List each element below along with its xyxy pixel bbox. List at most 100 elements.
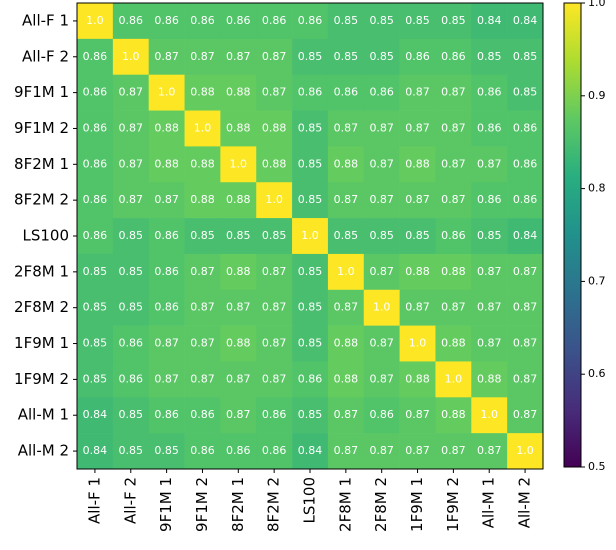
y-tick-label: All-M 2 [18, 442, 69, 460]
heatmap-cell [435, 397, 472, 434]
heatmap-cell [435, 146, 472, 183]
cell-label: 0.87 [262, 50, 287, 63]
heatmap-cell [220, 397, 257, 434]
cell-label: 0.87 [477, 444, 502, 457]
heatmap-cell [471, 74, 508, 111]
cell-label: 0.87 [513, 408, 538, 421]
cell-label: 1.0 [122, 50, 140, 63]
x-tick-label: LS100 [301, 477, 319, 524]
cell-label: 0.86 [190, 14, 215, 27]
cell-label: 1.0 [301, 229, 319, 242]
heatmap-cell [435, 325, 472, 362]
cell-label: 0.87 [190, 50, 215, 63]
cell-label: 0.86 [405, 50, 430, 63]
cell-label: 0.87 [119, 193, 144, 206]
cell-label: 0.88 [226, 86, 251, 99]
cell-label: 0.87 [405, 408, 430, 421]
heatmap-cell [435, 289, 472, 326]
heatmap-cell [220, 110, 257, 147]
cell-label: 0.86 [441, 50, 466, 63]
cell-label: 0.85 [154, 444, 179, 457]
heatmap-cell [399, 397, 436, 434]
heatmap-cell [327, 110, 365, 147]
cell-label: 0.88 [441, 408, 466, 421]
cell-label: 0.87 [513, 301, 538, 314]
heatmap-cell [184, 110, 221, 147]
cell-label: 0.86 [298, 86, 323, 99]
y-tick-label: 1F9M 1 [14, 334, 69, 352]
heatmap-cell [112, 253, 149, 291]
colorbar-tick-label: 0.9 [588, 89, 606, 102]
heatmap-cell [435, 74, 472, 111]
heatmap-cell [220, 361, 257, 398]
cell-label: 0.87 [154, 193, 179, 206]
heatmap-cell [507, 38, 544, 75]
heatmap-cell [112, 38, 149, 75]
cell-label: 0.85 [298, 157, 323, 170]
cell-label: 0.87 [441, 444, 466, 457]
cell-label: 0.86 [190, 408, 215, 421]
cell-label: 0.88 [190, 193, 215, 206]
heatmap-cell [471, 110, 508, 147]
cell-label: 0.86 [83, 229, 108, 242]
cell-label: 0.87 [369, 157, 394, 170]
heatmap-cell [77, 397, 114, 434]
cell-label: 0.87 [226, 50, 251, 63]
cell-label: 0.86 [190, 444, 215, 457]
cell-label: 0.88 [441, 265, 466, 278]
cell-label: 0.85 [477, 229, 502, 242]
cell-label: 0.87 [405, 444, 430, 457]
cell-label: 0.86 [477, 121, 502, 134]
heatmap-cell [112, 146, 149, 183]
cell-label: 0.86 [154, 14, 179, 27]
heatmap-cell [471, 182, 508, 219]
heatmap-cell [471, 218, 508, 255]
cell-label: 0.88 [262, 157, 287, 170]
heatmap-cell [327, 253, 365, 291]
cell-label: 0.87 [477, 157, 502, 170]
cell-label: 0.86 [119, 14, 144, 27]
cell-label: 0.87 [369, 193, 394, 206]
cell-label: 0.85 [369, 229, 394, 242]
heatmap-cell [77, 110, 114, 147]
cell-label: 0.87 [405, 121, 430, 134]
heatmap-cell [399, 433, 436, 470]
cell-label: 0.88 [405, 157, 430, 170]
cell-label: 0.84 [513, 229, 538, 242]
heatmap-cell [148, 74, 185, 111]
heatmap-cell [399, 38, 436, 75]
cell-label: 1.0 [265, 193, 283, 206]
cell-label: 0.84 [477, 14, 502, 27]
cell-label: 0.88 [226, 265, 251, 278]
cell-label: 0.88 [190, 86, 215, 99]
cell-label: 1.0 [194, 121, 212, 134]
y-tick-label: 2F8M 1 [14, 262, 69, 280]
heatmap-cell [507, 146, 544, 183]
cell-label: 0.85 [298, 408, 323, 421]
cell-label: 0.85 [298, 121, 323, 134]
heatmap-cell [184, 182, 221, 219]
heatmap-cell [112, 182, 149, 219]
y-tick-label: All-M 1 [18, 406, 69, 424]
cell-label: 0.85 [369, 50, 394, 63]
y-tick-label: All-F 2 [22, 47, 69, 65]
heatmap-cell [112, 3, 149, 40]
heatmap-cell [148, 253, 185, 291]
heatmap-cell [435, 110, 472, 147]
cell-label: 0.87 [334, 444, 359, 457]
heatmap-cell [184, 3, 221, 40]
cell-label: 0.87 [154, 372, 179, 385]
cell-label: 0.86 [513, 121, 538, 134]
heatmap-cell [148, 146, 185, 183]
y-tick-label: 1F9M 2 [14, 370, 69, 388]
cell-label: 0.86 [83, 121, 108, 134]
cell-label: 0.88 [441, 337, 466, 350]
cell-label: 0.85 [334, 50, 359, 63]
cell-label: 0.86 [226, 14, 251, 27]
heatmap-cell [363, 218, 400, 255]
cell-label: 0.87 [262, 337, 287, 350]
colorbar-tick-label: 1.0 [588, 0, 606, 9]
heatmap-cell [256, 3, 293, 40]
heatmap-cell [507, 74, 544, 111]
heatmap-cell [292, 397, 329, 434]
